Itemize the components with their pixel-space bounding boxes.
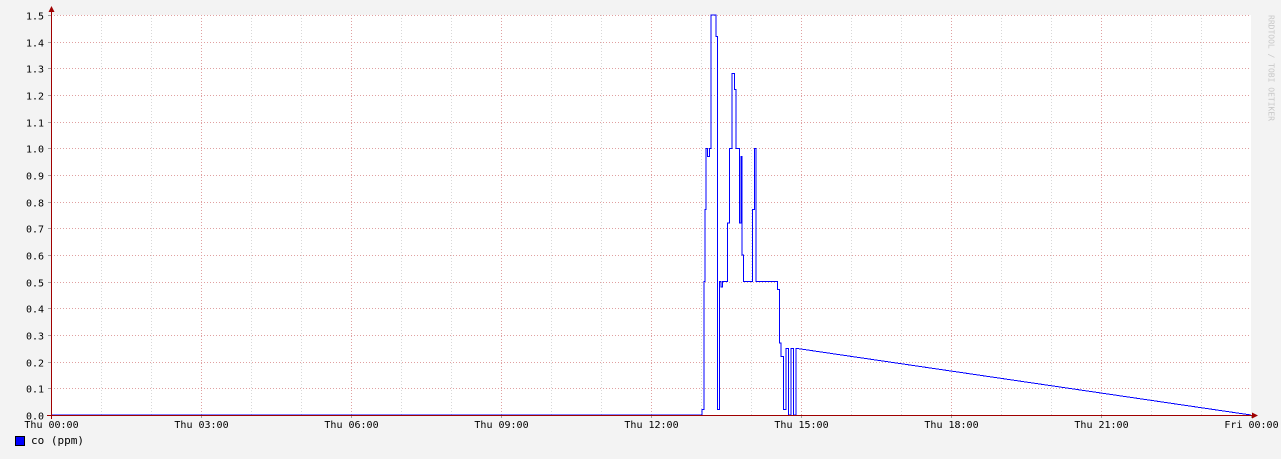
minor-grid (101, 15, 1202, 415)
series-line (51, 14, 1252, 416)
y-tick-label: 0.9 (26, 172, 44, 183)
x-tick-label: Thu 00:00 (24, 420, 78, 431)
y-tick-label: 0.7 (26, 225, 44, 236)
x-tick-label: Thu 12:00 (624, 420, 678, 431)
x-tick-label: Thu 21:00 (1074, 420, 1128, 431)
y-tick-label: 0.1 (26, 385, 44, 396)
major-grid (51, 15, 1251, 415)
y-axis-ticks: 0.0 0.1 0.2 0.3 0.4 0.5 0.6 0.7 0.8 0.9 1.0 1.1 1.2 1… (26, 12, 51, 423)
y-tick-label: 0.4 (26, 305, 44, 316)
y-tick-label: 1.2 (26, 92, 44, 103)
x-tick-label: Thu 06:00 (324, 420, 378, 431)
y-tick-label: 0.3 (26, 332, 44, 343)
y-tick-label: 1.0 (26, 145, 44, 156)
x-tick-label: Thu 18:00 (924, 420, 978, 431)
y-tick-label: 0.6 (26, 252, 44, 263)
axes (47, 6, 1258, 419)
x-tick-label: Thu 15:00 (774, 420, 828, 431)
x-tick-label: Fri 00:00 (1224, 420, 1278, 431)
x-axis-ticks: Thu 00:00 Thu 03:00 Thu 06:00 Thu 09:00 Thu … (24, 415, 1279, 431)
legend-swatch (15, 435, 25, 446)
x-tick-label: Thu 09:00 (474, 420, 528, 431)
legend: co (ppm) (15, 434, 84, 447)
x-axis-arrow (1252, 412, 1258, 419)
y-tick-label: 1.1 (26, 119, 44, 130)
y-tick-label: 1.3 (26, 65, 44, 76)
legend-label: co (ppm) (31, 434, 84, 447)
y-tick-label: 0.5 (26, 279, 44, 290)
y-axis-arrow (48, 6, 55, 12)
x-tick-label: Thu 03:00 (174, 420, 228, 431)
series-layer (51, 14, 1252, 416)
y-tick-label: 1.4 (26, 39, 44, 50)
y-tick-label: 1.5 (26, 12, 44, 23)
y-tick-label: 0.2 (26, 359, 44, 370)
y-tick-label: 0.8 (26, 199, 44, 210)
watermark-text: RRDTOOL / TOBI OETIKER (1267, 15, 1276, 121)
y-tick-label: 0.0 (26, 412, 44, 423)
